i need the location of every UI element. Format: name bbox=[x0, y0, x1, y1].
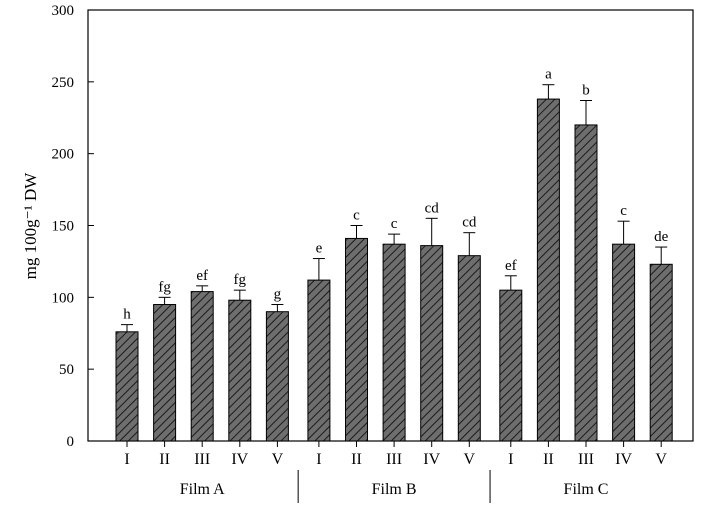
bar bbox=[153, 304, 177, 442]
bar bbox=[265, 311, 289, 442]
bar bbox=[536, 98, 560, 442]
x-tick-label: V bbox=[655, 451, 667, 468]
bars: h fg ef fg g e c c cd cd ef a b c de bbox=[115, 67, 673, 442]
significance-letter: ef bbox=[505, 258, 517, 274]
x-tick-label: I bbox=[316, 451, 321, 468]
significance-letter: cd bbox=[462, 215, 477, 231]
significance-letter: fg bbox=[234, 272, 247, 288]
significance-letter: c bbox=[353, 208, 360, 224]
bar bbox=[307, 279, 331, 442]
group-label: Film C bbox=[564, 481, 609, 498]
significance-letter: fg bbox=[158, 279, 171, 295]
x-tick-label: III bbox=[578, 451, 594, 468]
bar bbox=[612, 243, 636, 442]
x-tick-label: III bbox=[386, 451, 402, 468]
x-tick-label: II bbox=[351, 451, 362, 468]
x-tick-label: II bbox=[159, 451, 170, 468]
bar bbox=[420, 245, 444, 442]
y-tick-label: 50 bbox=[59, 362, 74, 378]
bar bbox=[190, 291, 214, 442]
x-tick-label: I bbox=[508, 451, 513, 468]
significance-letter: g bbox=[274, 287, 282, 303]
y-tick-label: 200 bbox=[52, 147, 75, 163]
bar bbox=[228, 299, 252, 442]
group-label: Film A bbox=[180, 481, 225, 498]
y-axis-label: mg 100g⁻¹ DW bbox=[21, 172, 40, 280]
x-tick-label: IV bbox=[231, 451, 248, 468]
significance-letter: ef bbox=[196, 268, 208, 284]
x-tick-label: I bbox=[124, 451, 129, 468]
x-tick-label: III bbox=[194, 451, 210, 468]
bar bbox=[574, 124, 598, 442]
significance-letter: h bbox=[123, 307, 131, 323]
significance-letter: e bbox=[316, 241, 323, 257]
bar bbox=[115, 331, 139, 442]
bar bbox=[649, 263, 673, 442]
bar bbox=[345, 237, 368, 442]
x-tick-label: II bbox=[543, 451, 554, 468]
bar bbox=[457, 255, 481, 442]
significance-letter: c bbox=[391, 216, 398, 232]
significance-letter: b bbox=[582, 83, 590, 99]
significance-letter: cd bbox=[425, 200, 440, 216]
x-tick-label: IV bbox=[423, 451, 440, 468]
significance-letter: a bbox=[545, 67, 552, 83]
y-axis: 0 50 100 150 200 250 300 bbox=[52, 3, 94, 450]
x-tick-label: V bbox=[464, 451, 476, 468]
y-tick-label: 0 bbox=[67, 434, 75, 450]
bar bbox=[382, 243, 406, 442]
x-tick-label: IV bbox=[615, 451, 632, 468]
y-tick-label: 300 bbox=[52, 3, 75, 19]
x-tick-label: V bbox=[272, 451, 284, 468]
y-tick-label: 150 bbox=[52, 219, 75, 235]
significance-letter: de bbox=[654, 229, 669, 245]
bar bbox=[499, 289, 523, 442]
significance-letter: c bbox=[620, 203, 627, 219]
y-tick-label: 100 bbox=[52, 290, 75, 306]
group-label: Film B bbox=[372, 481, 417, 498]
y-tick-label: 250 bbox=[52, 75, 75, 91]
